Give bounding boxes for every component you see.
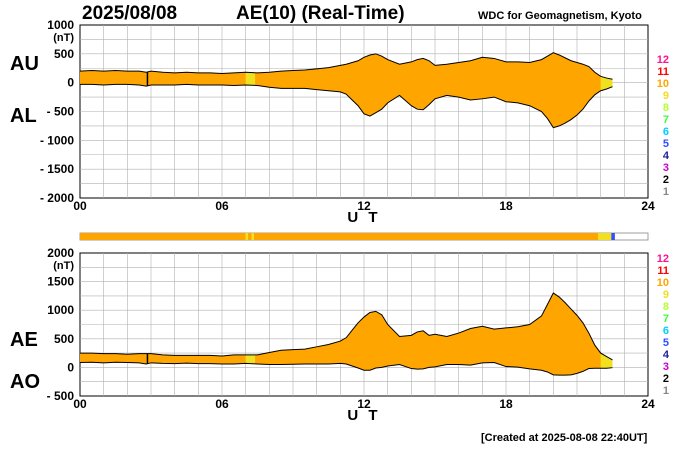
unit-label: (nT)	[53, 260, 74, 272]
x-tick-label: 24	[641, 199, 655, 213]
x-tick-label: 24	[641, 397, 655, 411]
legend-count-9: 9	[663, 90, 669, 102]
station-count-segment	[248, 233, 252, 240]
legend-count-8: 8	[663, 301, 669, 313]
y-tick-label: - 500	[47, 389, 75, 403]
index-title: AE(10) (Real-Time)	[236, 3, 405, 24]
y-tick-label: 0	[67, 76, 74, 90]
series-label-ao: AO	[10, 371, 40, 393]
legend-count-1: 1	[663, 186, 669, 198]
station-count-segment	[611, 233, 615, 240]
created-timestamp: [Created at 2025-08-08 22:40UT]	[481, 432, 648, 444]
y-tick-label: 1000	[47, 18, 74, 32]
y-tick-label: - 1500	[40, 162, 74, 176]
legend-count-12: 12	[657, 54, 669, 66]
x-tick-label: 00	[73, 397, 87, 411]
series-label-al: AL	[10, 105, 37, 127]
station-count-segment	[253, 233, 599, 240]
legend-count-11: 11	[657, 265, 669, 277]
legend-count-4: 4	[663, 150, 670, 162]
y-tick-label: 1500	[47, 275, 74, 289]
x-tick-label: 00	[73, 199, 87, 213]
date-title: 2025/08/08	[82, 3, 178, 24]
y-tick-label: 2000	[47, 246, 74, 260]
y-tick-label: - 500	[47, 105, 75, 119]
ae-ao-panel: 2000 1500 1000 500 0 - 500 (nT) 00 06 12 18 24 U T AE…	[10, 246, 655, 424]
legend-count-6: 6	[663, 126, 669, 138]
station-count-bar	[79, 232, 649, 241]
series-band	[80, 52, 613, 128]
x-tick-label: 18	[499, 397, 513, 411]
x-tick-label: 18	[499, 199, 513, 213]
station-count-9-band	[245, 354, 256, 364]
station-count-9-band	[600, 353, 613, 369]
station-count-9-band	[245, 72, 256, 85]
x-tick-label: 06	[215, 199, 229, 213]
station-count-segment	[80, 233, 246, 240]
legend-count-5: 5	[663, 138, 669, 150]
legend-count-7: 7	[663, 313, 669, 325]
legend-count-2: 2	[663, 373, 669, 385]
x-tick-label: 06	[215, 397, 229, 411]
series-line-ao	[79, 361, 613, 376]
legend-count-9: 9	[663, 289, 669, 301]
legend-count-10: 10	[657, 277, 669, 289]
y-tick-label: 0	[67, 360, 74, 374]
series-line-ae	[80, 292, 613, 361]
au-al-panel: 1000 500 0 - 500 - 1000 - 1500 - 2000 (nT) 00 06 1…	[10, 18, 655, 226]
legend-count-10: 10	[657, 78, 669, 90]
legend-count-6: 6	[663, 325, 669, 337]
unit-label: (nT)	[53, 32, 74, 44]
source-label: WDC for Geomagnetism, Kyoto	[478, 10, 642, 22]
y-tick-label: 500	[54, 47, 74, 61]
legend-count-3: 3	[663, 361, 669, 373]
series-label-au: AU	[10, 53, 39, 75]
y-tick-label: 500	[54, 332, 74, 346]
series-line-al	[80, 83, 613, 129]
station-count-9-band	[600, 76, 613, 91]
legend-count-3: 3	[663, 162, 669, 174]
legend-count-4: 4	[663, 349, 670, 361]
x-tick-label: 12	[357, 199, 371, 213]
series-label-ae: AE	[10, 329, 38, 351]
station-count-segment	[245, 233, 249, 240]
legend-count-5: 5	[663, 337, 669, 349]
station-count-segment	[598, 233, 612, 240]
legend-count-8: 8	[663, 102, 669, 114]
x-tick-label: 12	[357, 397, 371, 411]
legend-count-1: 1	[663, 385, 669, 397]
legend-count-2: 2	[663, 174, 669, 186]
y-tick-label: - 2000	[40, 191, 74, 205]
legend-count-7: 7	[663, 114, 669, 126]
legend-count-11: 11	[657, 66, 669, 78]
legend-count-12: 12	[657, 253, 669, 265]
y-tick-label: 1000	[47, 303, 74, 317]
station-count-segment	[251, 233, 254, 240]
x-axis-label: U T	[347, 407, 380, 424]
series-line-au	[79, 52, 613, 80]
series-band	[80, 293, 613, 376]
y-tick-label: - 1000	[40, 133, 74, 147]
x-axis-label: U T	[347, 209, 380, 226]
